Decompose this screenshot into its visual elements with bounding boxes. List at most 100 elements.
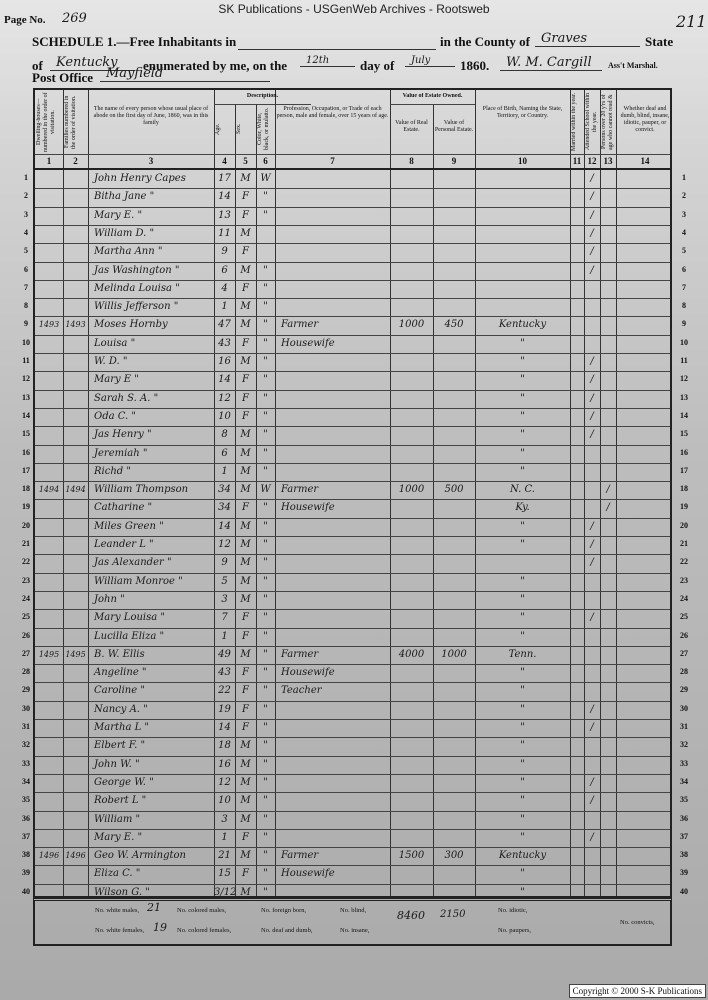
row-34-pe	[433, 774, 475, 792]
row-divider	[35, 206, 670, 208]
row-divider	[35, 298, 670, 300]
column-header-5: Sex.	[236, 123, 242, 135]
row-25-occ	[275, 609, 390, 627]
column-number: 1	[46, 156, 52, 166]
row-24-age: 3	[221, 593, 228, 605]
real-estate-total: 8460	[397, 909, 425, 922]
row-4-occ	[275, 225, 390, 243]
row-19-occ: Housewife	[281, 502, 335, 514]
row-15-name: Jas Henry "	[94, 429, 152, 441]
row-40-birth: "	[520, 886, 525, 898]
line-number-left: 5	[24, 246, 28, 256]
row-26-birth: "	[520, 630, 525, 642]
copyright-notice: Copyright © 2000 S-K Publications	[568, 984, 706, 998]
row-32-age: 18	[218, 740, 231, 752]
row-30-age: 19	[218, 703, 231, 715]
line-number-right: 20	[680, 520, 688, 530]
row-19-name: Catharine "	[94, 502, 153, 514]
insane-label: No. insane,	[340, 927, 370, 934]
row-36-re	[390, 811, 433, 829]
line-number-left: 10	[22, 337, 30, 347]
row-4-f	[63, 225, 88, 243]
row-14-c12: /	[590, 410, 594, 422]
row-28-sex: F	[242, 667, 249, 679]
line-number-left: 22	[22, 557, 30, 567]
description-divider	[214, 104, 311, 105]
row-20-name: Miles Green "	[94, 520, 164, 532]
row-8-c12	[584, 298, 600, 316]
row-30-sex: F	[242, 703, 249, 715]
row-36-name: William "	[94, 813, 141, 825]
row-35-color: "	[263, 795, 268, 807]
row-3-f	[63, 207, 88, 225]
column-number: 2	[73, 156, 78, 166]
row-39-age: 15	[218, 868, 231, 880]
line-number-right: 39	[680, 868, 688, 878]
row-4-sex: M	[240, 227, 251, 239]
row-6-c13	[600, 262, 616, 280]
row-31-d	[35, 719, 63, 737]
row-19-color: "	[263, 502, 268, 514]
row-25-re	[390, 609, 433, 627]
row-27-pe: 1000	[441, 648, 467, 660]
row-divider	[35, 755, 670, 757]
row-31-pe	[433, 719, 475, 737]
colored-females-label: No. colored females,	[177, 927, 232, 934]
row-13-re	[390, 390, 433, 408]
row-40-color: "	[263, 886, 268, 898]
row-12-color: "	[263, 374, 268, 386]
line-number-left: 40	[22, 886, 30, 896]
row-34-occ	[275, 774, 390, 792]
row-39-pe	[433, 865, 475, 883]
row-9-re: 1000	[398, 319, 425, 331]
row-17-re	[390, 463, 433, 481]
row-15-birth: "	[520, 429, 525, 441]
row-29-c13	[600, 682, 616, 700]
row-divider	[35, 499, 670, 501]
row-26-sex: F	[242, 630, 249, 642]
row-12-re	[390, 371, 433, 389]
row-9-c12	[584, 316, 600, 334]
row-31-age: 14	[218, 722, 231, 733]
row-22-c13	[600, 554, 616, 572]
row-22-color: "	[263, 557, 268, 569]
row-32-re	[390, 737, 433, 755]
row-39-d	[35, 865, 63, 883]
row-8-occ	[275, 298, 390, 316]
row-23-color: "	[263, 575, 268, 587]
row-16-age: 6	[221, 447, 228, 459]
line-number-left: 39	[22, 868, 30, 878]
row-1-c13	[600, 170, 616, 188]
line-number-right: 37	[680, 831, 688, 841]
row-divider	[35, 682, 670, 684]
line-number-left: 1	[24, 173, 28, 182]
row-21-name: Leander L "	[94, 539, 154, 550]
column-number: 13	[603, 156, 613, 166]
row-12-d	[35, 371, 63, 389]
row-17-f	[63, 463, 88, 481]
row-32-d	[35, 737, 63, 755]
row-28-age: 43	[218, 667, 231, 679]
row-5-color	[256, 243, 275, 261]
row-12-c13	[600, 371, 616, 389]
row-14-name: Oda C. "	[94, 410, 136, 422]
row-divider	[35, 426, 670, 428]
row-8-color: "	[263, 301, 268, 313]
line-number-left: 9	[24, 319, 28, 329]
row-37-occ	[275, 829, 390, 847]
row-15-c13	[600, 426, 616, 444]
row-divider	[35, 334, 670, 336]
white-females-value: 19	[153, 921, 167, 934]
row-33-c12	[584, 756, 600, 774]
row-18-color: W	[260, 484, 271, 496]
description-group-header: Description.	[246, 93, 279, 99]
row-21-pe	[433, 536, 475, 554]
row-16-re	[390, 445, 433, 463]
row-7-d	[35, 280, 63, 298]
row-3-pe	[433, 207, 475, 225]
line-number-right: 11	[680, 356, 688, 365]
row-22-sex: M	[240, 557, 251, 569]
row-17-c12	[584, 463, 600, 481]
row-21-sex: M	[240, 539, 251, 550]
row-22-d	[35, 554, 63, 572]
